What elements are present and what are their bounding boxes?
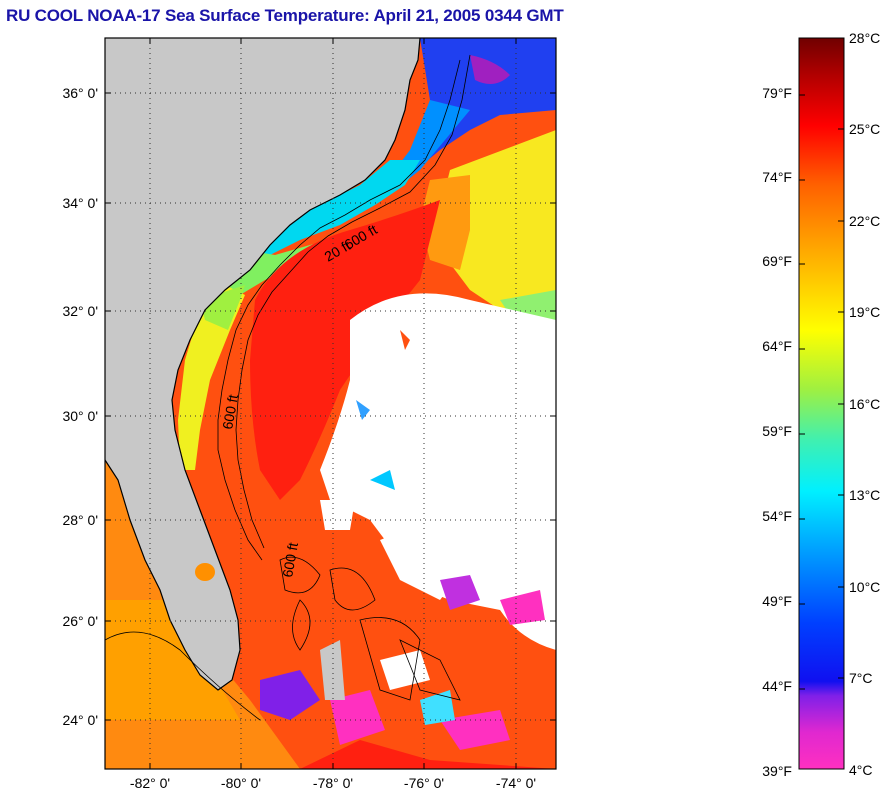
lat-label: 36° 0' [62,85,98,101]
lon-label: -80° 0' [221,775,261,791]
colorbar-f-label: 39°F [762,763,792,779]
colorbar-f-label: 69°F [762,253,792,269]
lat-label: 28° 0' [62,512,98,528]
colorbar-c-label: 10°C [849,579,880,595]
lat-label: 26° 0' [62,613,98,629]
contour-label: 600 ft [219,393,241,430]
colorbar-c-label: 13°C [849,487,880,503]
lon-label: -74° 0' [496,775,536,791]
colorbar-gradient [798,37,845,770]
colorbar-c-label: 19°C [849,304,880,320]
colorbar-f-label: 64°F [762,338,792,354]
lon-label: -82° 0' [130,775,170,791]
colorbar-c-label: 4°C [849,762,873,778]
map-frame [104,37,557,770]
colorbar-c-label: 16°C [849,396,880,412]
colorbar-f-label: 54°F [762,508,792,524]
lat-label: 34° 0' [62,195,98,211]
colorbar-c-label: 25°C [849,121,880,137]
map-title: RU COOL NOAA-17 Sea Surface Temperature:… [6,6,564,25]
latitude-labels: 36° 0' 34° 0' 32° 0' 30° 0' 28° 0' 26° 0… [62,85,98,728]
colorbar-f-label: 59°F [762,423,792,439]
longitude-labels: -82° 0' -80° 0' -78° 0' -76° 0' -74° 0' [130,775,536,791]
colorbar-f-label: 79°F [762,85,792,101]
lat-label: 32° 0' [62,303,98,319]
lat-label: 24° 0' [62,712,98,728]
colorbar-c-label: 22°C [849,213,880,229]
map-grid [105,38,556,769]
colorbar-c-label: 7°C [849,670,873,686]
contour-label: 600 ft [279,541,301,578]
colorbar-ticks [799,37,844,690]
colorbar-f-label: 44°F [762,678,792,694]
colorbar: 79°F 74°F 69°F 64°F 59°F 54°F 49°F 44°F … [762,30,880,779]
sst-map: 20 ft 600 ft 600 ft 600 ft [105,38,556,769]
colorbar-f-label: 74°F [762,169,792,185]
lat-label: 30° 0' [62,408,98,424]
colorbar-c-label: 28°C [849,30,880,46]
map-ticks [105,38,556,769]
lon-label: -76° 0' [404,775,444,791]
lon-label: -78° 0' [313,775,353,791]
colorbar-f-label: 49°F [762,593,792,609]
